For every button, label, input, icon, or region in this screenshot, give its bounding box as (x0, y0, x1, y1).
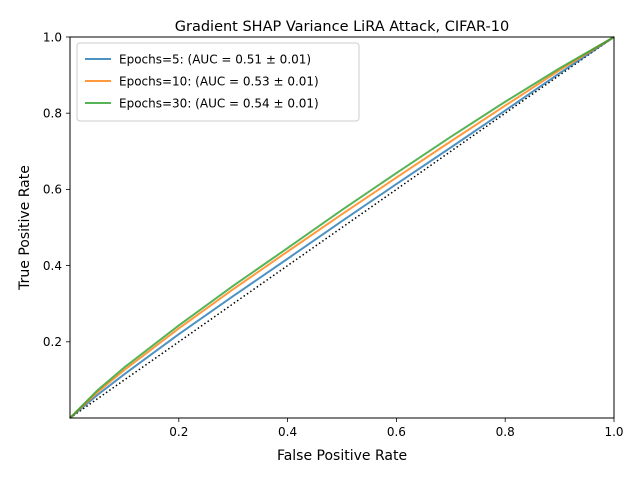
x-tick-label: 0.6 (387, 425, 406, 439)
series-line-1 (69, 36, 615, 419)
x-tick-label: 0.2 (169, 425, 188, 439)
legend-entry: Epochs=30: (AUC = 0.54 ± 0.01) (119, 96, 319, 110)
y-tick-label: 0.4 (43, 259, 62, 273)
x-tick-label: 0.8 (496, 425, 515, 439)
y-axis-label: True Positive Rate (17, 165, 33, 291)
series-line-2 (69, 36, 615, 419)
x-ticks: 0.2 0.4 0.6 0.8 1.0 (169, 418, 624, 439)
y-tick-label: 0.8 (43, 107, 62, 121)
axes-frame (69, 36, 615, 419)
legend-entry: Epochs=5: (AUC = 0.51 ± 0.01) (119, 52, 311, 66)
plot-area: 0.2 0.4 0.6 0.8 1.0 0.2 0.4 0.6 0.8 1.0 (43, 30, 624, 439)
y-tick-label: 0.2 (43, 335, 62, 349)
legend: Epochs=5: (AUC = 0.51 ± 0.01) Epochs=10: … (76, 42, 360, 122)
chance-diagonal (69, 36, 615, 419)
y-ticks: 0.2 0.4 0.6 0.8 1.0 (43, 30, 70, 349)
x-axis-label: False Positive Rate (277, 448, 407, 464)
x-tick-label: 1.0 (604, 425, 623, 439)
chart-title: Gradient SHAP Variance LiRA Attack, CIFA… (175, 19, 509, 35)
legend-box (76, 42, 360, 122)
series-layer (69, 36, 615, 419)
y-tick-label: 0.6 (43, 183, 62, 197)
legend-entry: Epochs=10: (AUC = 0.53 ± 0.01) (119, 74, 319, 88)
series-line-3 (69, 36, 615, 419)
x-tick-label: 0.4 (278, 425, 297, 439)
y-tick-label: 1.0 (43, 30, 62, 44)
